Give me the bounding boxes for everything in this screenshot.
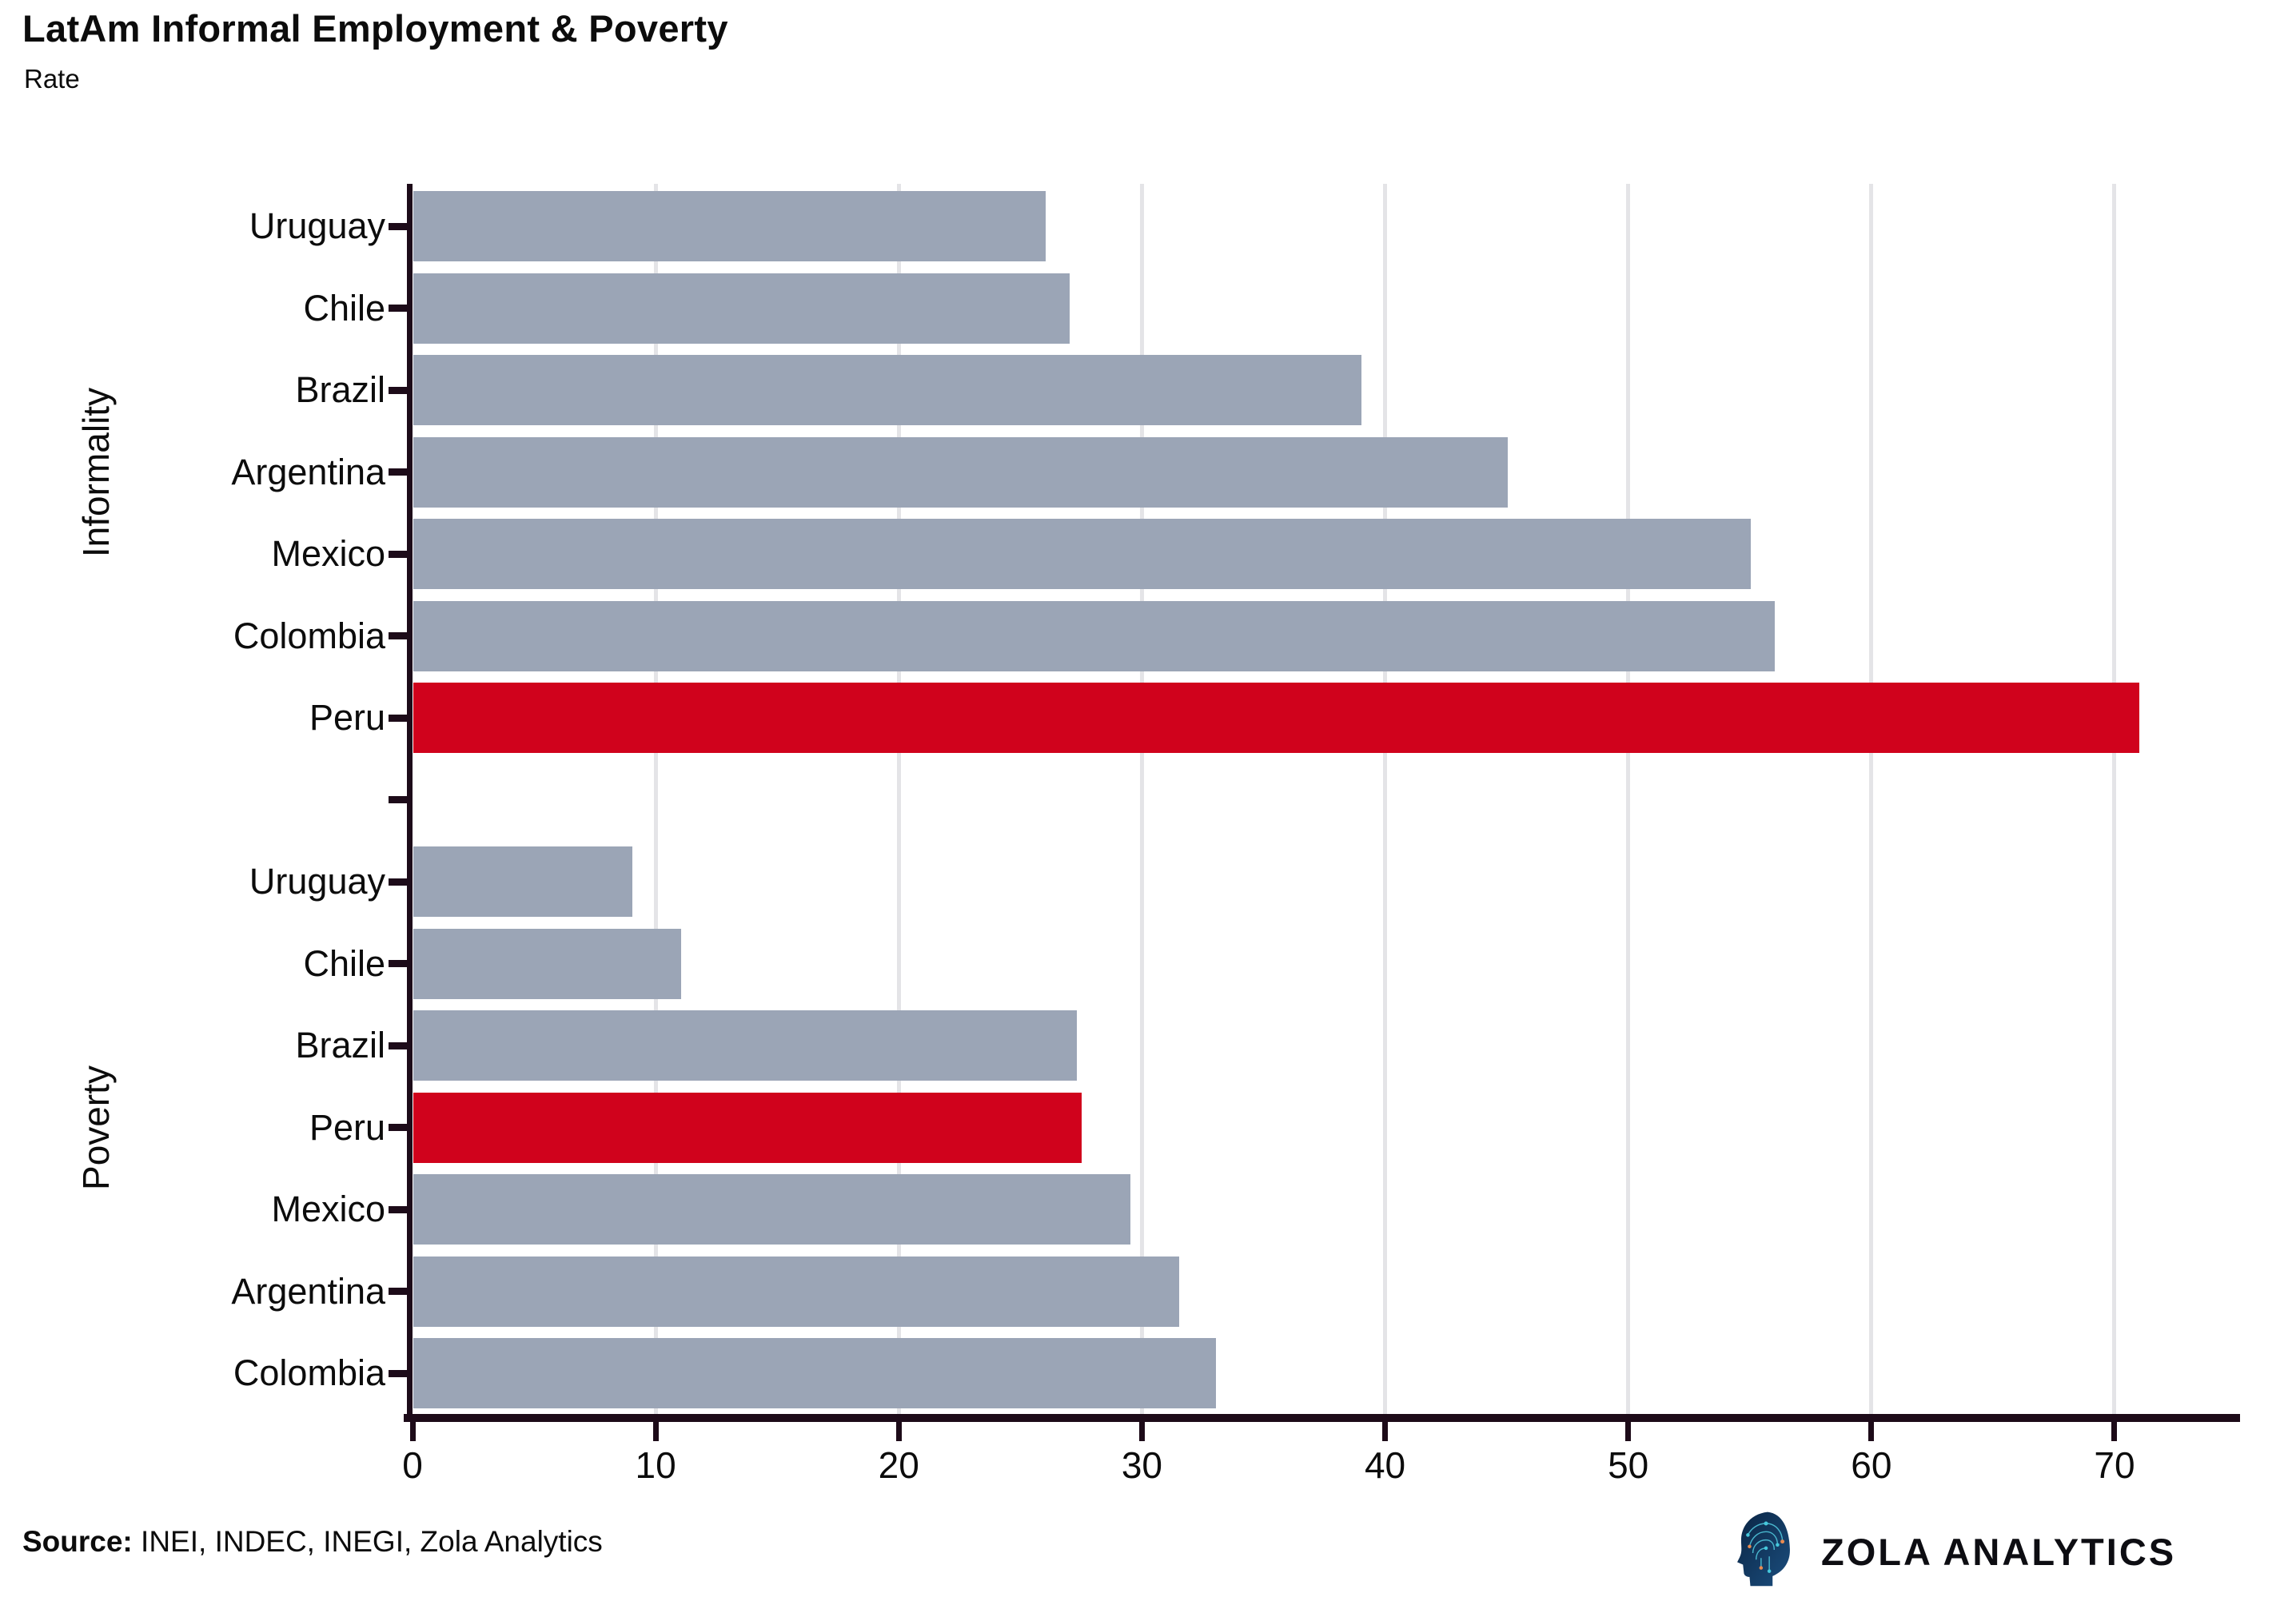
x-tick-70 bbox=[2111, 1422, 2118, 1441]
bar-poverty-peru bbox=[413, 1092, 1082, 1163]
brand-lockup: ZOLA ANALYTICS bbox=[1736, 1507, 2296, 1595]
axis-group-label-informality: Informality bbox=[75, 387, 117, 557]
x-tick-label-30: 30 bbox=[1121, 1444, 1162, 1486]
category-label-colombia: Colombia bbox=[233, 615, 385, 656]
x-tick-40 bbox=[1382, 1422, 1389, 1441]
bar-poverty-brazil bbox=[413, 1010, 1078, 1081]
x-tick-label-10: 10 bbox=[635, 1444, 676, 1486]
x-tick-10 bbox=[652, 1422, 659, 1441]
x-tick-label-50: 50 bbox=[1608, 1444, 1649, 1486]
gridline-50 bbox=[1626, 184, 1631, 1414]
category-label-chile: Chile bbox=[303, 287, 385, 329]
bar-poverty-uruguay bbox=[413, 846, 632, 918]
category-label-argentina: Argentina bbox=[231, 451, 385, 492]
x-axis-line bbox=[404, 1414, 2240, 1422]
category-tick-argentina bbox=[389, 468, 407, 476]
category-tick-argentina bbox=[389, 1288, 407, 1296]
source-label: Source: bbox=[22, 1525, 133, 1558]
category-label-argentina: Argentina bbox=[231, 1270, 385, 1312]
bar-poverty-colombia bbox=[413, 1338, 1216, 1409]
category-label-brazil: Brazil bbox=[295, 369, 385, 411]
x-tick-50 bbox=[1625, 1422, 1632, 1441]
x-tick-30 bbox=[1138, 1422, 1145, 1441]
x-tick-0 bbox=[409, 1422, 416, 1441]
page-title: LatAm Informal Employment & Poverty bbox=[22, 7, 728, 50]
gridline-60 bbox=[1869, 184, 1874, 1414]
gridline-20 bbox=[896, 184, 901, 1414]
category-label-mexico: Mexico bbox=[271, 1189, 385, 1230]
bar-informality-mexico bbox=[413, 519, 1751, 590]
category-label-colombia: Colombia bbox=[233, 1352, 385, 1394]
brand-name: ZOLA ANALYTICS bbox=[1821, 1530, 2177, 1573]
category-tick-mexico bbox=[389, 550, 407, 558]
x-tick-label-60: 60 bbox=[1851, 1444, 1892, 1486]
bar-informality-chile bbox=[413, 273, 1070, 344]
category-tick-chile bbox=[389, 305, 407, 313]
bar-poverty-mexico bbox=[413, 1174, 1131, 1245]
axis-group-label-poverty: Poverty bbox=[75, 1065, 117, 1190]
category-tick-colombia bbox=[389, 1369, 407, 1377]
bar-informality-colombia bbox=[413, 600, 1776, 671]
x-tick-label-20: 20 bbox=[878, 1444, 919, 1486]
bar-poverty-argentina bbox=[413, 1256, 1180, 1327]
category-label-peru: Peru bbox=[309, 1106, 385, 1148]
x-tick-20 bbox=[895, 1422, 902, 1441]
category-tick-chile bbox=[389, 960, 407, 968]
y-axis-line bbox=[407, 184, 413, 1422]
source-text: INEI, INDEC, INEGI, Zola Analytics bbox=[132, 1525, 603, 1558]
category-tick-mexico bbox=[389, 1205, 407, 1213]
zola-head-icon bbox=[1737, 1511, 1790, 1587]
category-label-mexico: Mexico bbox=[271, 533, 385, 575]
x-tick-label-0: 0 bbox=[402, 1444, 423, 1486]
chart-subtitle: Rate bbox=[24, 64, 80, 94]
category-tick-brazil bbox=[389, 386, 407, 394]
category-tick-peru bbox=[389, 714, 407, 722]
category-tick-colombia bbox=[389, 632, 407, 640]
bar-informality-argentina bbox=[413, 436, 1508, 508]
category-tick-uruguay bbox=[389, 222, 407, 230]
source-note: Source: INEI, INDEC, INEGI, Zola Analyti… bbox=[22, 1525, 603, 1559]
category-label-peru: Peru bbox=[309, 697, 385, 739]
gridline-10 bbox=[653, 184, 658, 1414]
x-tick-60 bbox=[1868, 1422, 1875, 1441]
gridline-40 bbox=[1383, 184, 1388, 1414]
bar-informality-brazil bbox=[413, 355, 1362, 426]
category-tick-uruguay bbox=[389, 878, 407, 886]
x-tick-label-70: 70 bbox=[2094, 1444, 2135, 1486]
bar-informality-uruguay bbox=[413, 191, 1046, 262]
gridline-30 bbox=[1139, 184, 1144, 1414]
category-label-uruguay: Uruguay bbox=[249, 861, 385, 902]
category-tick-peru bbox=[389, 1124, 407, 1132]
category-tick-brazil bbox=[389, 1041, 407, 1049]
bar-poverty-chile bbox=[413, 928, 681, 999]
gridline-70 bbox=[2112, 184, 2117, 1414]
category-tick-separator bbox=[389, 796, 407, 804]
category-label-brazil: Brazil bbox=[295, 1025, 385, 1066]
x-tick-label-40: 40 bbox=[1364, 1444, 1406, 1486]
bar-informality-peru bbox=[413, 683, 2140, 754]
category-label-chile: Chile bbox=[303, 942, 385, 984]
category-label-uruguay: Uruguay bbox=[249, 205, 385, 247]
